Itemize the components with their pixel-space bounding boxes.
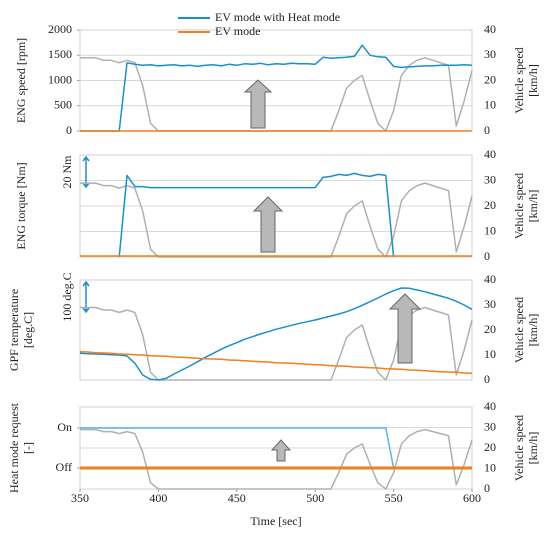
y-tick-label: On — [57, 420, 72, 434]
arrow — [243, 79, 273, 129]
annotation: 100 deg.C — [60, 272, 74, 321]
series-line — [80, 44, 473, 132]
y-axis-label: [deg.C] — [21, 312, 35, 348]
x-tick-label: 450 — [228, 491, 246, 505]
y2-tick-label: 40 — [484, 272, 496, 286]
y2-axis-label: Vehicle speed — [512, 415, 526, 481]
series-line — [80, 182, 473, 258]
y2-tick-label: 30 — [484, 47, 496, 61]
annotation: 20 Nm — [60, 155, 74, 189]
y2-tick-label: 20 — [484, 322, 496, 336]
arrow — [252, 196, 284, 253]
y-tick-label: 0 — [66, 123, 72, 137]
x-tick-label: 550 — [385, 491, 403, 505]
y-tick-label: 1000 — [48, 72, 72, 86]
y2-tick-label: 40 — [484, 22, 496, 36]
y2-tick-label: 10 — [484, 98, 496, 112]
legend-label: EV mode — [215, 24, 260, 38]
x-axis-label: Time [sec] — [250, 514, 301, 528]
y-tick-label: 1500 — [48, 47, 72, 61]
y2-tick-label: 0 — [484, 481, 490, 495]
y-tick-label: 500 — [54, 98, 72, 112]
y2-tick-label: 20 — [484, 440, 496, 454]
y2-tick-label: 20 — [484, 198, 496, 212]
y2-axis-label: [km/h] — [526, 64, 540, 97]
y2-tick-label: 10 — [484, 223, 496, 237]
y2-axis-label: [km/h] — [526, 314, 540, 347]
arrow — [388, 293, 422, 364]
y-tick-label: 2000 — [48, 22, 72, 36]
y2-tick-label: 40 — [484, 399, 496, 413]
series-line — [118, 172, 395, 258]
y2-axis-label: [km/h] — [526, 190, 540, 223]
y2-axis-label: [km/h] — [526, 432, 540, 465]
y-axis-label: Heat mode request — [7, 402, 21, 493]
series-line — [80, 57, 473, 132]
series-line — [79, 350, 473, 375]
y2-tick-label: 0 — [484, 123, 490, 137]
y2-tick-label: 10 — [484, 460, 496, 474]
y2-tick-label: 30 — [484, 172, 496, 186]
y2-tick-label: 30 — [484, 297, 496, 311]
y-axis-label: GPF temperature — [7, 289, 21, 371]
x-tick-label: 600 — [463, 491, 481, 505]
y2-tick-label: 30 — [484, 419, 496, 433]
x-tick-label: 500 — [306, 491, 324, 505]
y2-axis-label: Vehicle speed — [512, 297, 526, 363]
y2-axis-label: Vehicle speed — [512, 47, 526, 113]
y-axis-label: ENG speed [rpm] — [14, 38, 28, 123]
scale-arrow — [82, 155, 90, 189]
y-tick-label: Off — [56, 460, 72, 474]
y2-axis-label: Vehicle speed — [512, 173, 526, 239]
y2-tick-label: 0 — [484, 372, 490, 386]
series-line — [79, 287, 473, 381]
x-tick-label: 400 — [149, 491, 167, 505]
arrow — [270, 439, 292, 462]
y2-tick-label: 0 — [484, 249, 490, 263]
y2-tick-label: 40 — [484, 147, 496, 161]
y-axis-label: ENG torque [Nm] — [14, 162, 28, 249]
y2-tick-label: 20 — [484, 72, 496, 86]
y-axis-label: [-] — [21, 442, 35, 454]
y2-tick-label: 10 — [484, 347, 496, 361]
legend-label: EV mode with Heat mode — [215, 10, 340, 24]
x-tick-label: 350 — [71, 491, 89, 505]
series-line — [80, 428, 473, 490]
